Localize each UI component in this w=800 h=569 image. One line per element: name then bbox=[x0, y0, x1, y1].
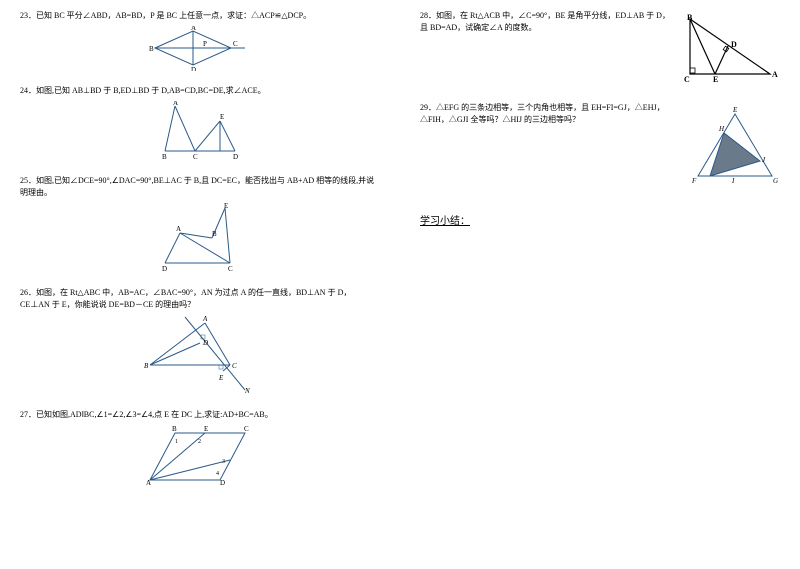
svg-text:B: B bbox=[144, 362, 149, 370]
svg-text:D: D bbox=[233, 153, 238, 161]
problem-num: 29 bbox=[420, 103, 428, 112]
problem-text: 23．已知 BC 平分∠ABD，AB=BD，P 是 BC 上任意一点，求证：△A… bbox=[20, 10, 380, 22]
svg-text:B: B bbox=[687, 14, 693, 22]
svg-text:N: N bbox=[244, 387, 250, 395]
svg-text:C: C bbox=[193, 153, 198, 161]
problem-body: 如图，在 Rt△ACB 中，∠C=90°，BE 是角平分线，ED⊥AB 于 D，… bbox=[420, 11, 670, 32]
figure-29: E H J F I G bbox=[690, 106, 780, 188]
problem-num: 27 bbox=[20, 410, 28, 419]
svg-text:C: C bbox=[244, 425, 249, 433]
figure-26: A B C D E N bbox=[20, 315, 380, 397]
figure-24: A E B C D bbox=[20, 101, 380, 163]
problem-27: 27．已知如图,AD‖BC,∠1=∠2,∠3=∠4,点 E 在 DC 上,求证:… bbox=[20, 409, 380, 487]
svg-text:D: D bbox=[191, 66, 196, 71]
svg-text:C: C bbox=[684, 75, 690, 84]
problem-25: 25．如图,已知∠DCE=90°,∠DAC=90°,BE⊥AC 于 B,且 DC… bbox=[20, 175, 380, 275]
svg-text:P: P bbox=[203, 40, 207, 48]
svg-text:A: A bbox=[202, 315, 208, 323]
svg-text:1: 1 bbox=[175, 439, 178, 445]
svg-text:A: A bbox=[772, 70, 778, 79]
figure-25: A E B D C bbox=[20, 203, 380, 275]
svg-text:F: F bbox=[691, 177, 697, 185]
svg-text:J: J bbox=[762, 156, 766, 164]
svg-text:D: D bbox=[202, 339, 208, 347]
problem-body: 如图，在 Rt△ABC 中，AB=AC，∠BAC=90°，AN 为过点 A 的任… bbox=[20, 288, 351, 309]
svg-text:I: I bbox=[731, 177, 735, 185]
problem-26: 26．如图，在 Rt△ABC 中，AB=AC，∠BAC=90°，AN 为过点 A… bbox=[20, 287, 380, 397]
problem-body: 已知 BC 平分∠ABD，AB=BD，P 是 BC 上任意一点，求证：△ACP≌… bbox=[36, 11, 311, 20]
problem-text: 25．如图,已知∠DCE=90°,∠DAC=90°,BE⊥AC 于 B,且 DC… bbox=[20, 175, 380, 199]
svg-text:B: B bbox=[149, 45, 154, 53]
svg-text:4: 4 bbox=[216, 471, 219, 477]
figure-28: B D C E A bbox=[680, 14, 780, 86]
problem-text: 29．△EFG 的三条边相等，三个内角也相等，且 EH=FI=GJ，△EHJ，△… bbox=[420, 102, 682, 192]
problem-body: 如图,已知 AB⊥BD 于 B,ED⊥BD 于 D,AB=CD,BC=DE,求∠… bbox=[36, 86, 266, 95]
section-title: 学习小结： bbox=[420, 212, 780, 227]
svg-text:3: 3 bbox=[222, 459, 225, 465]
svg-text:C: C bbox=[232, 362, 237, 370]
problem-body: 已知如图,AD‖BC,∠1=∠2,∠3=∠4,点 E 在 DC 上,求证:AD+… bbox=[36, 410, 273, 419]
svg-text:A: A bbox=[173, 101, 178, 107]
problem-body: △EFG 的三条边相等，三个内角也相等，且 EH=FI=GJ，△EHJ，△FIH… bbox=[420, 103, 665, 124]
problem-num: 25 bbox=[20, 176, 28, 185]
problem-23: 23．已知 BC 平分∠ABD，AB=BD，P 是 BC 上任意一点，求证：△A… bbox=[20, 10, 380, 73]
right-column: 28．如图，在 Rt△ACB 中，∠C=90°，BE 是角平分线，ED⊥AB 于… bbox=[400, 0, 800, 569]
problem-text: 28．如图，在 Rt△ACB 中，∠C=90°，BE 是角平分线，ED⊥AB 于… bbox=[420, 10, 672, 90]
svg-text:E: E bbox=[224, 203, 228, 210]
problem-body: 如图,已知∠DCE=90°,∠DAC=90°,BE⊥AC 于 B,且 DC=EC… bbox=[20, 176, 374, 197]
left-column: 23．已知 BC 平分∠ABD，AB=BD，P 是 BC 上任意一点，求证：△A… bbox=[0, 0, 400, 569]
svg-text:D: D bbox=[162, 265, 167, 273]
figure-23: B A C D P bbox=[20, 26, 380, 73]
svg-text:D: D bbox=[731, 40, 737, 49]
svg-text:2: 2 bbox=[198, 439, 201, 445]
svg-text:B: B bbox=[162, 153, 167, 161]
problem-text: 26．如图，在 Rt△ABC 中，AB=AC，∠BAC=90°，AN 为过点 A… bbox=[20, 287, 380, 311]
problem-num: 23 bbox=[20, 11, 28, 20]
svg-text:E: E bbox=[713, 75, 718, 84]
svg-text:B: B bbox=[212, 230, 217, 238]
svg-text:C: C bbox=[228, 265, 233, 273]
svg-text:C: C bbox=[233, 40, 238, 48]
svg-text:B: B bbox=[172, 425, 177, 433]
problem-num: 28 bbox=[420, 11, 428, 20]
svg-text:H: H bbox=[718, 125, 725, 133]
svg-text:A: A bbox=[191, 26, 196, 32]
problem-num: 26 bbox=[20, 288, 28, 297]
svg-text:E: E bbox=[218, 374, 224, 382]
svg-text:A: A bbox=[146, 479, 151, 485]
problem-28: 28．如图，在 Rt△ACB 中，∠C=90°，BE 是角平分线，ED⊥AB 于… bbox=[420, 10, 780, 90]
problem-text: 27．已知如图,AD‖BC,∠1=∠2,∠3=∠4,点 E 在 DC 上,求证:… bbox=[20, 409, 380, 421]
problem-29: 29．△EFG 的三条边相等，三个内角也相等，且 EH=FI=GJ，△EHJ，△… bbox=[420, 102, 780, 192]
problem-24: 24．如图,已知 AB⊥BD 于 B,ED⊥BD 于 D,AB=CD,BC=DE… bbox=[20, 85, 380, 163]
svg-text:E: E bbox=[204, 425, 208, 433]
figure-27: B E C A D 1 2 3 4 bbox=[20, 425, 380, 487]
svg-text:A: A bbox=[176, 225, 181, 233]
problem-text: 24．如图,已知 AB⊥BD 于 B,ED⊥BD 于 D,AB=CD,BC=DE… bbox=[20, 85, 380, 97]
problem-num: 24 bbox=[20, 86, 28, 95]
svg-text:G: G bbox=[773, 177, 778, 185]
svg-text:D: D bbox=[220, 479, 225, 485]
svg-text:E: E bbox=[732, 106, 738, 114]
svg-text:E: E bbox=[220, 113, 224, 121]
